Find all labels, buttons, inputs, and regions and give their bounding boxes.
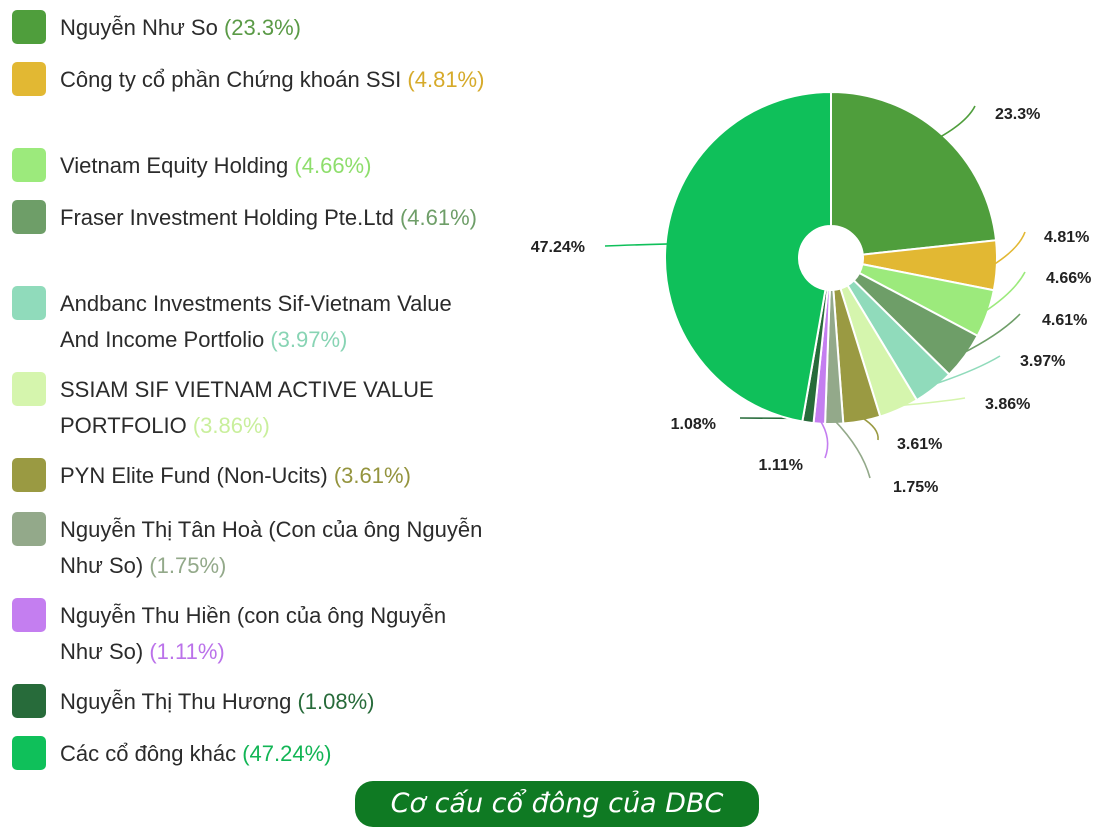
legend-text: Các cổ đông khác (47.24%) — [60, 736, 492, 772]
legend-label: Andbanc Investments Sif-Vietnam Value An… — [60, 291, 452, 352]
leader-line — [992, 231, 1026, 266]
legend-percent: (1.08%) — [297, 689, 375, 714]
legend-label: Vietnam Equity Holding — [60, 153, 295, 178]
data-label: 3.86% — [985, 396, 1030, 413]
data-label: 3.61% — [897, 436, 942, 453]
legend-text: Nguyễn Như So (23.3%) — [60, 10, 492, 46]
leader-line — [983, 271, 1026, 313]
legend-label: SSIAM SIF VIETNAM ACTIVE VALUE PORTFOLIO — [60, 377, 434, 438]
legend-label: Nguyễn Như So — [60, 15, 224, 40]
data-label: 1.75% — [893, 479, 938, 496]
data-label: 4.81% — [1044, 229, 1089, 246]
legend-text: Fraser Investment Holding Pte.Ltd (4.61%… — [60, 200, 492, 236]
leader-line — [818, 419, 829, 459]
legend-text: Nguyễn Thị Thu Hương (1.08%) — [60, 684, 492, 720]
legend-percent: (4.61%) — [399, 205, 477, 230]
legend-swatch — [12, 684, 46, 718]
legend-label: Nguyễn Thị Tân Hoà (Con của ông Nguyễn N… — [60, 517, 483, 578]
legend-percent: (1.75%) — [149, 553, 227, 578]
legend-percent: (4.66%) — [294, 153, 372, 178]
legend-label: Fraser Investment Holding Pte.Ltd — [60, 205, 400, 230]
legend-percent: (3.97%) — [270, 327, 348, 352]
legend-percent: (3.61%) — [333, 463, 411, 488]
leader-line — [604, 243, 670, 247]
legend-label: Công ty cổ phần Chứng khoán SSI — [60, 67, 408, 92]
legend-text: Công ty cổ phần Chứng khoán SSI (4.81%) — [60, 62, 492, 98]
data-label: 3.97% — [1020, 353, 1065, 370]
donut-chart: 23.3% 4.81% 4.66% 4.61% 3.97% 3.86% 3.61% 1.75%… — [531, 90, 1091, 496]
legend-swatch — [12, 286, 46, 320]
legend-text: Nguyễn Thị Tân Hoà (Con của ông Nguyễn N… — [60, 512, 492, 584]
legend-text: SSIAM SIF VIETNAM ACTIVE VALUE PORTFOLIO… — [60, 372, 492, 444]
legend-label: Các cổ đông khác — [60, 741, 243, 766]
legend-swatch — [12, 10, 46, 44]
legend-label: Nguyễn Thu Hiền (con của ông Nguyễn Như … — [60, 603, 447, 664]
legend-text: Andbanc Investments Sif-Vietnam Value An… — [60, 286, 492, 358]
legend-swatch — [12, 736, 46, 770]
legend-label: Nguyễn Thị Thu Hương — [60, 689, 298, 714]
leader-line — [938, 105, 976, 139]
data-label: 47.24% — [531, 239, 585, 256]
legend-text: Nguyễn Thu Hiền (con của ông Nguyễn Như … — [60, 598, 492, 670]
leader-line — [860, 416, 879, 441]
data-label: 1.08% — [671, 416, 716, 433]
legend-swatch — [12, 148, 46, 182]
data-label: 23.3% — [995, 106, 1040, 123]
legend-percent: (1.11%) — [149, 639, 225, 664]
pie-slice — [830, 90, 998, 256]
legend-swatch — [12, 62, 46, 96]
legend-percent: (47.24%) — [242, 741, 332, 766]
leader-line — [931, 355, 1001, 386]
legend-swatch — [12, 372, 46, 406]
chart-title: Cơ cấu cổ đông của DBC — [355, 781, 759, 827]
leader-line — [961, 313, 1021, 355]
legend-text: Vietnam Equity Holding (4.66%) — [60, 148, 492, 184]
pie-slice — [664, 90, 832, 423]
legend-label: PYN Elite Fund (Non-Ucits) — [60, 463, 334, 488]
legend-swatch — [12, 458, 46, 492]
legend-percent: (3.86%) — [192, 413, 270, 438]
legend-percent: (23.3%) — [223, 15, 301, 40]
data-label: 4.61% — [1042, 312, 1087, 329]
legend-swatch — [12, 200, 46, 234]
legend-swatch — [12, 598, 46, 632]
leader-line — [833, 419, 871, 479]
legend-text: PYN Elite Fund (Non-Ucits) (3.61%) — [60, 458, 492, 494]
data-label: 1.11% — [759, 457, 803, 474]
legend-percent: (4.81%) — [407, 67, 485, 92]
chart-legend: Nguyễn Như So (23.3%) Công ty cổ phần Chứ… — [0, 0, 500, 780]
data-label: 4.66% — [1046, 270, 1091, 287]
legend-swatch — [12, 512, 46, 546]
leader-line — [897, 397, 966, 407]
